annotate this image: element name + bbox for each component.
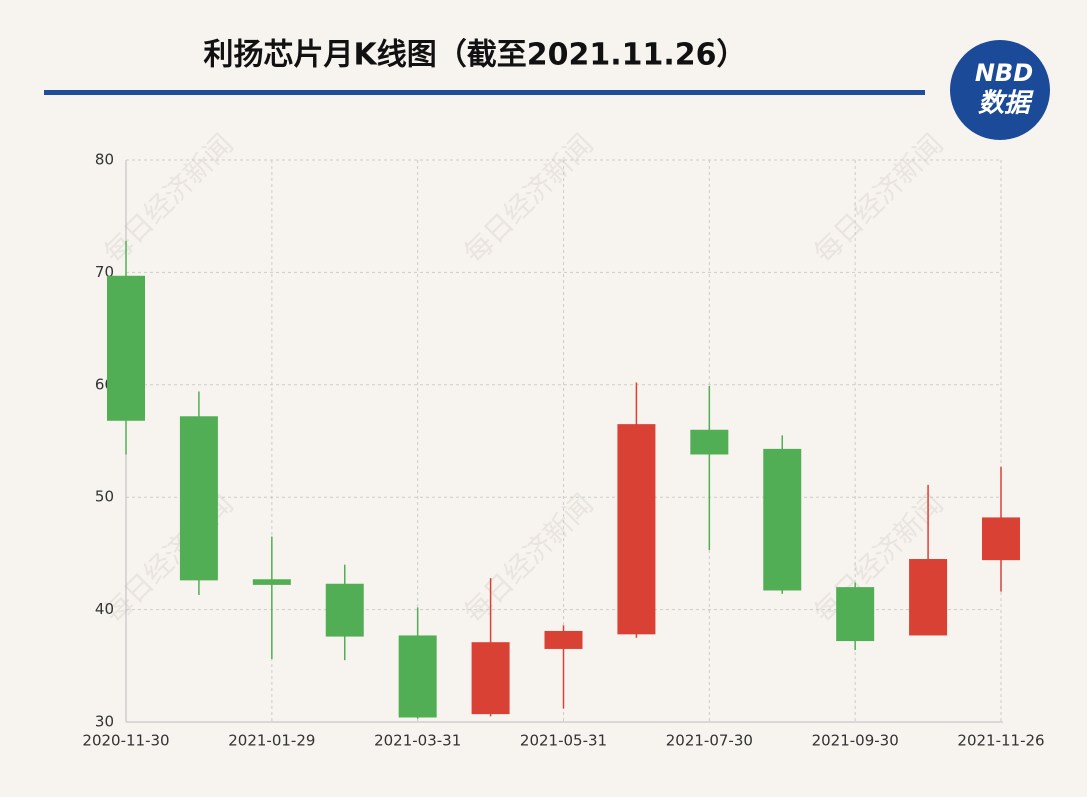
x-tick-label: 2021-07-30 [666, 732, 753, 750]
candle-body [836, 587, 875, 642]
chart-title: 利扬芯片月K线图（截至2021.11.26） [203, 38, 746, 73]
title-rule [44, 90, 925, 95]
x-tick-label: 2020-11-30 [82, 732, 169, 750]
x-tick-label: 2021-11-26 [957, 732, 1044, 750]
logo-bottom: 数据 [978, 89, 1034, 119]
x-tick-label: 2021-09-30 [812, 732, 899, 750]
y-tick-label: 30 [95, 713, 114, 731]
logo-top: NBD [975, 59, 1033, 87]
x-tick-label: 2021-05-31 [520, 732, 607, 750]
x-tick-label: 2021-01-29 [228, 732, 315, 750]
candle-body [471, 642, 510, 715]
candle-body [179, 416, 218, 581]
candle-body [107, 275, 145, 421]
x-tick-label: 2021-03-31 [374, 732, 461, 750]
candle-body [398, 635, 437, 718]
y-tick-label: 40 [95, 600, 114, 618]
candle-body [909, 559, 948, 636]
candle-body [982, 517, 1020, 561]
candle-body [617, 424, 656, 635]
y-tick-label: 80 [95, 151, 114, 169]
y-tick-label: 50 [95, 488, 114, 506]
candle-body [325, 583, 364, 637]
candle-body [544, 630, 583, 649]
candle-body [690, 429, 729, 455]
candle-body [763, 448, 802, 591]
logo [950, 40, 1050, 140]
candle-body [252, 579, 291, 585]
